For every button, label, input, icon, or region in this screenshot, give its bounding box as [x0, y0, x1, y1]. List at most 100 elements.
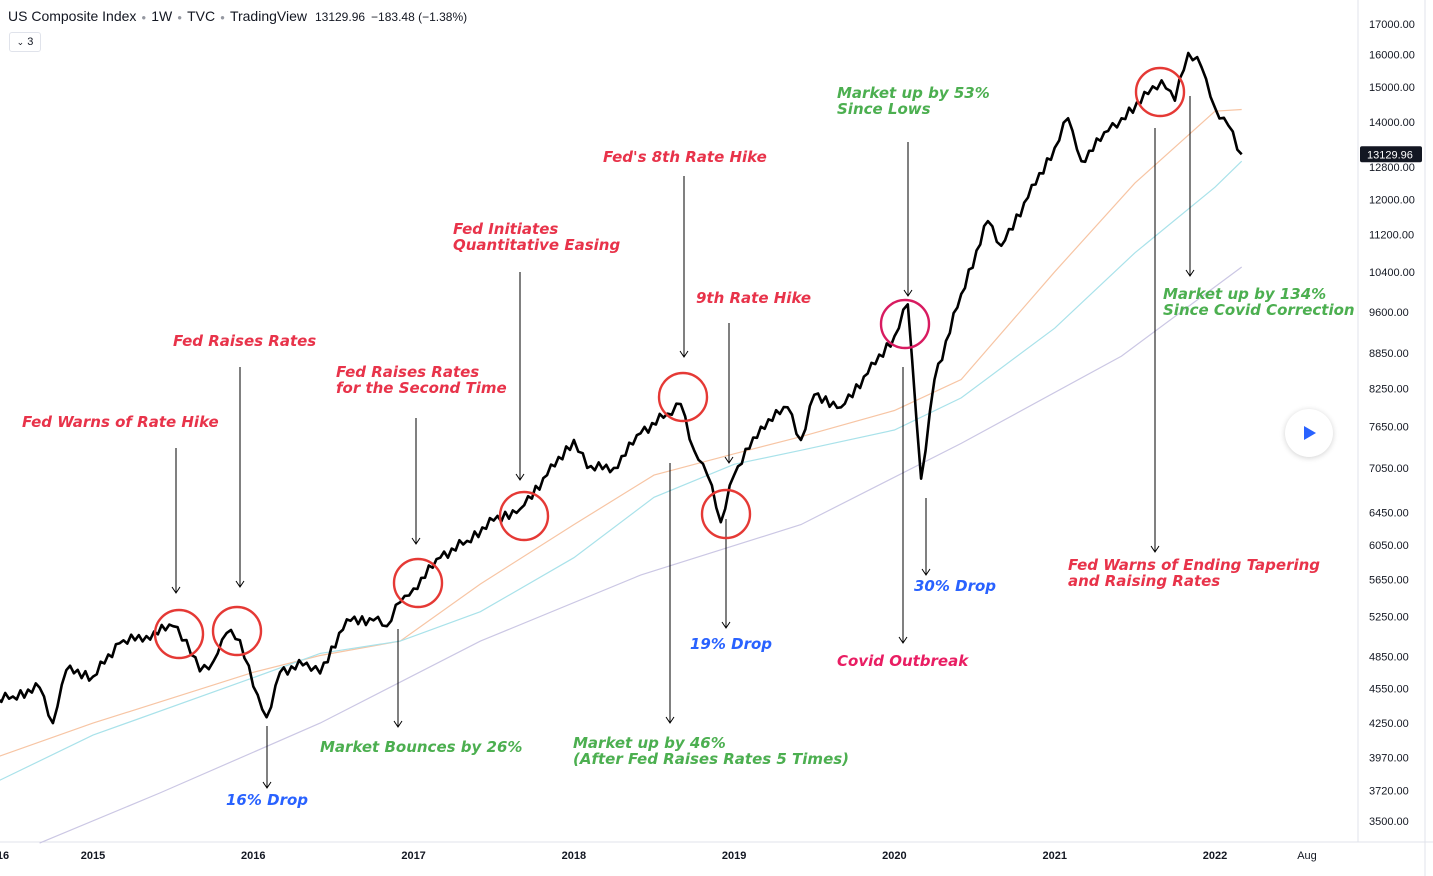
- price-series-line: [0, 51, 1243, 725]
- highlight-circle: [498, 490, 550, 542]
- annotation-line: Covid Outbreak: [837, 652, 969, 670]
- annotation-line: 16% Drop: [226, 791, 308, 809]
- annotation-arrow: [515, 272, 525, 481]
- annotation-arrow: [262, 726, 272, 789]
- chevron-down-icon: ⌄: [16, 37, 25, 47]
- annotation-16-drop: 16% Drop: [226, 791, 308, 809]
- symbol-name[interactable]: US Composite Index: [8, 8, 137, 24]
- highlight-circle: [700, 488, 752, 540]
- x-tick-label: 2019: [722, 850, 746, 862]
- exchange-label: TVC: [187, 8, 216, 24]
- y-tick-label: 11200.00: [1369, 229, 1414, 241]
- annotation-line: (After Fed Raises Rates 5 Times): [573, 750, 849, 768]
- annotation-fed-warns-rate-hike: Fed Warns of Rate Hike: [22, 413, 219, 431]
- y-tick-label: 12000.00: [1369, 195, 1415, 207]
- y-tick-label: 3970.00: [1369, 752, 1409, 764]
- annotation-line: Fed Raises Rates: [336, 363, 479, 381]
- y-tick-label: 4250.00: [1369, 718, 1409, 730]
- price-axis[interactable]: 17000.00 16000.00 15000.00 14000.00 12800.00…: [1360, 19, 1422, 828]
- y-tick-label: 3500.00: [1369, 816, 1409, 828]
- x-tick-label: 2020: [882, 850, 906, 862]
- annotation-line: Market up by 134%: [1163, 285, 1326, 303]
- annotation-line: Fed Initiates: [453, 220, 558, 238]
- annotation-market-bounces-26: Market Bounces by 26%: [320, 738, 522, 756]
- annotation-line: Market up by 46%: [573, 734, 726, 752]
- annotation-arrow: [921, 498, 931, 576]
- annotation-arrow: [721, 519, 731, 629]
- annotation-line: 9th Rate Hike: [696, 289, 811, 307]
- annotation-arrow: [898, 367, 908, 644]
- symbol-header: US Composite Index ● 1W ● TVC ● TradingView 131…: [8, 8, 468, 24]
- annotation-30-drop: 30% Drop: [914, 577, 996, 595]
- annotation-arrow: [393, 629, 403, 728]
- annotation-arrow: [665, 463, 675, 724]
- annotation-line: Since Lows: [837, 100, 931, 118]
- annotation-arrow: [411, 418, 421, 545]
- annotation-line: 30% Drop: [914, 577, 996, 595]
- x-tick-label: 2021: [1042, 850, 1066, 862]
- annotation-fed-ending-tapering: Fed Warns of Ending Tapering and Raising …: [1068, 556, 1320, 590]
- y-tick-label: 5250.00: [1369, 612, 1409, 624]
- annotation-fed-raises-rates: Fed Raises Rates: [173, 332, 316, 350]
- y-tick-label: 6050.00: [1369, 540, 1409, 552]
- x-tick-label: 16: [0, 850, 9, 862]
- annotation-line: Market Bounces by 26%: [320, 738, 522, 756]
- interval-label[interactable]: 1W: [151, 8, 173, 24]
- annotation-arrow: [724, 323, 734, 464]
- annotation-fed-raises-second: Fed Raises Rates for the Second Time: [336, 363, 507, 397]
- annotation-market-up-53: Market up by 53% Since Lows: [837, 84, 990, 118]
- y-tick-label: 3720.00: [1369, 785, 1409, 797]
- source-label: TradingView: [229, 8, 307, 24]
- y-tick-label: 6450.00: [1369, 508, 1409, 520]
- y-tick-label: 14000.00: [1369, 117, 1415, 129]
- x-tick-label: Aug: [1297, 850, 1317, 862]
- y-tick-label: 8850.00: [1369, 348, 1409, 360]
- annotation-circles: [153, 66, 1186, 660]
- y-tick-label: 9600.00: [1369, 307, 1409, 319]
- annotation-arrow: [171, 448, 181, 594]
- annotation-9th-rate-hike: 9th Rate Hike: [696, 289, 811, 307]
- moving-averages: [0, 108, 1243, 844]
- indicators-count: 3: [27, 36, 34, 48]
- annotation-line: Fed Warns of Rate Hike: [22, 413, 219, 431]
- replay-play-button[interactable]: [1285, 409, 1333, 457]
- annotation-line: Fed Warns of Ending Tapering: [1068, 556, 1320, 574]
- last-price-tag-label: 13129.96: [1367, 149, 1413, 161]
- annotation-line: Market up by 53%: [837, 84, 990, 102]
- indicators-toggle-button[interactable]: ⌄ 3: [9, 32, 41, 52]
- annotation-arrow: [679, 176, 689, 358]
- x-tick-label: 2015: [81, 850, 105, 862]
- y-tick-label: 4550.00: [1369, 684, 1409, 696]
- highlight-circle: [657, 371, 709, 423]
- highlight-circle: [392, 557, 444, 609]
- x-tick-label: 2016: [241, 850, 265, 862]
- y-tick-label: 12800.00: [1369, 162, 1415, 174]
- price-line-layer: [0, 51, 1243, 725]
- y-tick-label: 7050.00: [1369, 463, 1409, 475]
- x-tick-label: 2022: [1203, 850, 1227, 862]
- moving-average-line: [39, 266, 1243, 844]
- last-price: 13129.96: [314, 10, 366, 24]
- highlight-circle: [1134, 66, 1186, 118]
- y-tick-label: 4850.00: [1369, 651, 1409, 663]
- annotation-line: 19% Drop: [690, 635, 772, 653]
- annotation-line: Quantitative Easing: [453, 236, 620, 254]
- annotation-line: Since Covid Correction: [1163, 301, 1355, 319]
- annotation-arrow: [235, 367, 245, 588]
- y-tick-label: 17000.00: [1369, 19, 1415, 31]
- y-tick-label: 15000.00: [1369, 82, 1415, 94]
- annotation-market-up-134: Market up by 134% Since Covid Correction: [1163, 285, 1355, 319]
- highlight-circle: [153, 608, 205, 660]
- x-tick-label: 2017: [401, 850, 425, 862]
- annotation-arrow: [1185, 96, 1195, 277]
- moving-average-line: [0, 160, 1243, 781]
- y-tick-label: 16000.00: [1369, 50, 1415, 62]
- y-tick-label: 5650.00: [1369, 575, 1409, 587]
- annotation-arrow: [903, 142, 913, 297]
- time-axis[interactable]: 16 2015 2016 2017 2018 2019 2020 2021 2022 Aug: [0, 850, 1317, 862]
- annotation-market-up-46: Market up by 46% (After Fed Raises Rates …: [573, 734, 849, 768]
- y-tick-label: 8250.00: [1369, 384, 1409, 396]
